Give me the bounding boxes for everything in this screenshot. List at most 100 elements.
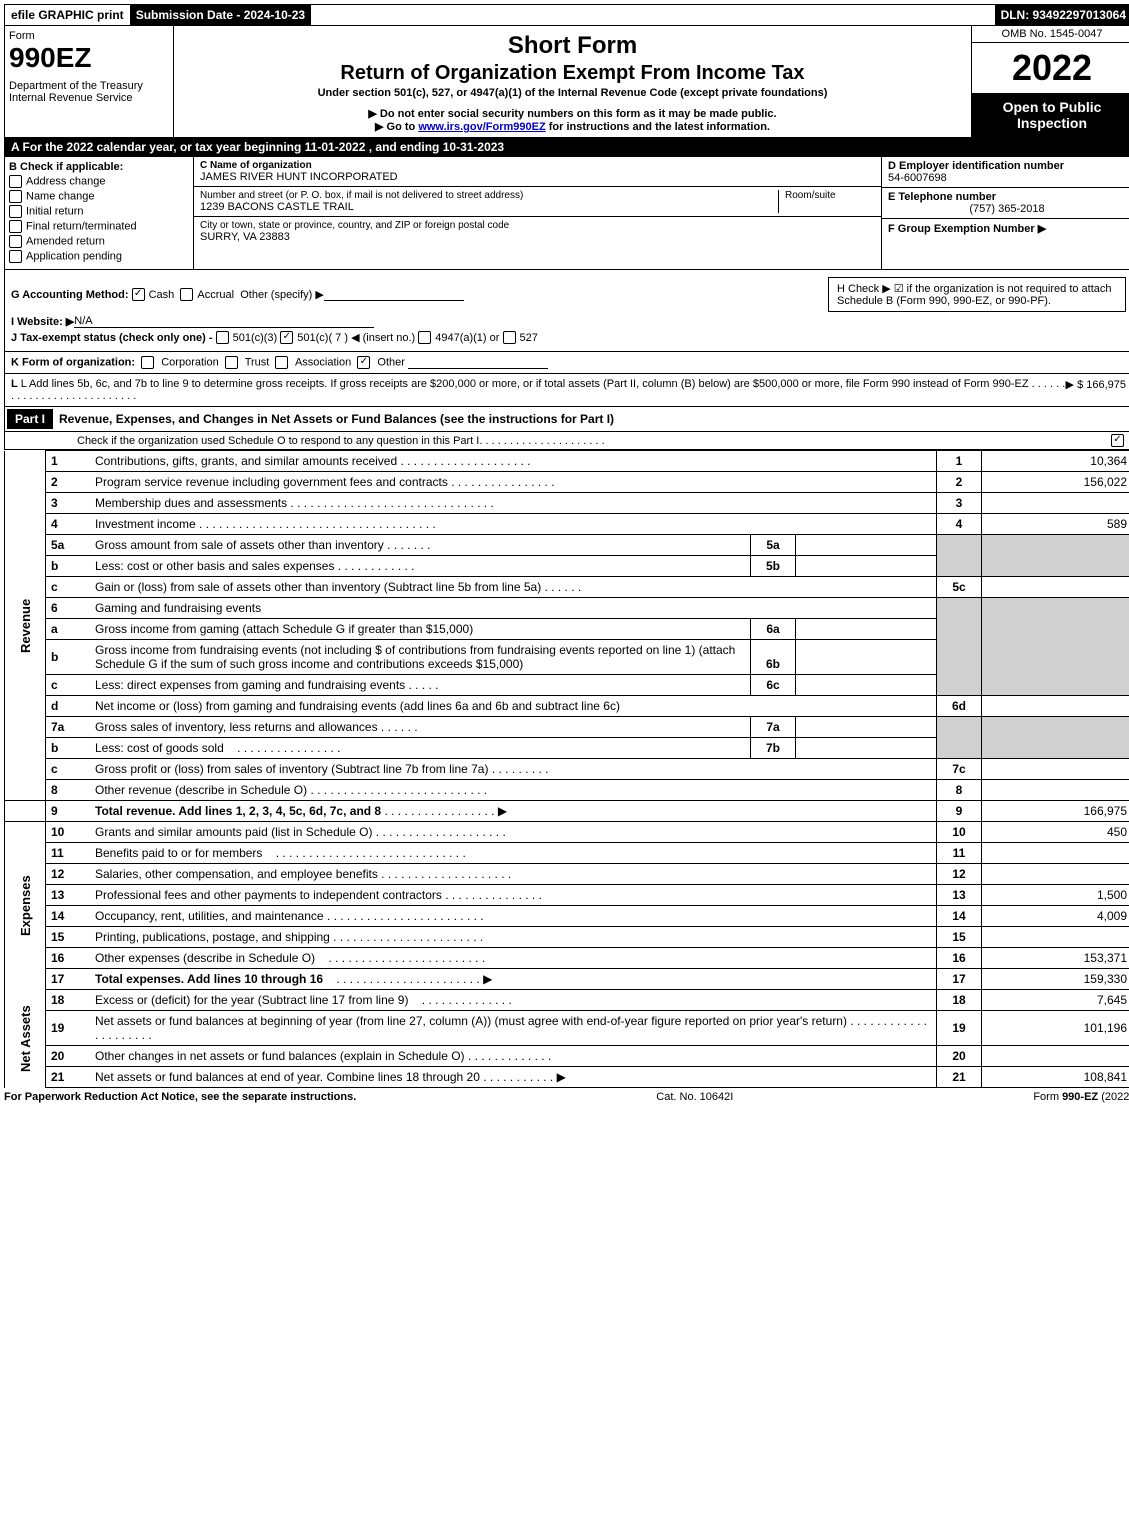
row-k: K Form of organization: Corporation Trus…: [4, 352, 1129, 374]
header-right: OMB No. 1545-0047 2022 Open to Public In…: [971, 26, 1129, 137]
phone-row: E Telephone number (757) 365-2018: [882, 188, 1129, 219]
chk-association[interactable]: [275, 356, 288, 369]
amt-2: 156,022: [982, 472, 1129, 493]
chk-4947[interactable]: [418, 331, 431, 344]
top-bar: efile GRAPHIC print Submission Date - 20…: [4, 4, 1129, 26]
group-exemption-row: F Group Exemption Number ▶: [882, 219, 1129, 269]
row-j: J Tax-exempt status (check only one) - 5…: [11, 331, 1126, 344]
amt-5c: [982, 577, 1129, 598]
org-name: JAMES RIVER HUNT INCORPORATED: [200, 171, 875, 183]
section-a-period: A For the 2022 calendar year, or tax yea…: [4, 138, 1129, 157]
website-value: N/A: [74, 315, 374, 328]
part1-header: Part I Revenue, Expenses, and Changes in…: [4, 407, 1129, 432]
chk-501c3[interactable]: [216, 331, 229, 344]
val-6c: [796, 675, 937, 696]
ssn-note: ▶ Do not enter social security numbers o…: [178, 107, 967, 120]
row-g-h: G Accounting Method: Cash Accrual Other …: [11, 277, 1126, 312]
revenue-sidelabel: Revenue: [5, 451, 46, 801]
val-5b: [796, 556, 937, 577]
phone-value: (757) 365-2018: [888, 203, 1126, 215]
amt-21: 108,841: [982, 1067, 1129, 1088]
part1-label: Part I: [7, 409, 53, 429]
part1-checknote-row: Check if the organization used Schedule …: [4, 432, 1129, 450]
header-center: Short Form Return of Organization Exempt…: [174, 26, 971, 137]
amt-1: 10,364: [982, 451, 1129, 472]
amt-11: [982, 843, 1129, 864]
amt-17: 159,330: [982, 969, 1129, 990]
chk-name-change[interactable]: Name change: [9, 190, 189, 203]
chk-application-pending[interactable]: Application pending: [9, 250, 189, 263]
amt-19: 101,196: [982, 1011, 1129, 1046]
street-address: 1239 BACONS CASTLE TRAIL: [200, 201, 778, 213]
efile-label: efile GRAPHIC print: [5, 5, 130, 25]
page-footer: For Paperwork Reduction Act Notice, see …: [4, 1088, 1129, 1106]
amt-13: 1,500: [982, 885, 1129, 906]
form-number: 990EZ: [9, 42, 169, 74]
main-title: Return of Organization Exempt From Incom…: [178, 62, 967, 85]
cat-no: Cat. No. 10642I: [356, 1091, 1033, 1103]
ein-value: 54-6007698: [888, 172, 1126, 184]
short-form-title: Short Form: [178, 32, 967, 60]
open-to-public: Open to Public Inspection: [972, 93, 1129, 137]
val-6b: [796, 640, 937, 675]
city-row: City or town, state or province, country…: [194, 217, 881, 246]
amt-3: [982, 493, 1129, 514]
chk-accrual[interactable]: [180, 288, 193, 301]
irs-link[interactable]: www.irs.gov/Form990EZ: [418, 121, 545, 133]
chk-address-change[interactable]: Address change: [9, 175, 189, 188]
expenses-sidelabel: Expenses: [5, 822, 46, 990]
chk-trust[interactable]: [225, 356, 238, 369]
amt-7c: [982, 759, 1129, 780]
row-i: I Website: ▶ N/A: [11, 315, 1126, 328]
chk-amended-return[interactable]: Amended return: [9, 235, 189, 248]
row-l: L L Add lines 5b, 6c, and 7b to line 9 t…: [4, 374, 1129, 407]
goto-note: ▶ Go to www.irs.gov/Form990EZ for instru…: [178, 120, 967, 133]
ein-row: D Employer identification number 54-6007…: [882, 157, 1129, 188]
chk-initial-return[interactable]: Initial return: [9, 205, 189, 218]
org-name-row: C Name of organization JAMES RIVER HUNT …: [194, 157, 881, 187]
amt-15: [982, 927, 1129, 948]
amt-9: 166,975: [982, 801, 1129, 822]
box-d-e-f: D Employer identification number 54-6007…: [881, 157, 1129, 269]
chk-501c[interactable]: [280, 331, 293, 344]
omb-number: OMB No. 1545-0047: [972, 26, 1129, 43]
amt-14: 4,009: [982, 906, 1129, 927]
chk-cash[interactable]: [132, 288, 145, 301]
street-row: Number and street (or P. O. box, if mail…: [194, 187, 881, 217]
other-org-input[interactable]: [408, 356, 548, 369]
amt-10: 450: [982, 822, 1129, 843]
amt-20: [982, 1046, 1129, 1067]
chk-527[interactable]: [503, 331, 516, 344]
gross-receipts-amount: ▶ $ 166,975: [1066, 378, 1126, 402]
submission-date-button[interactable]: Submission Date - 2024-10-23: [130, 5, 311, 25]
subtitle: Under section 501(c), 527, or 4947(a)(1)…: [178, 87, 967, 99]
dln-label: DLN: 93492297013064: [995, 5, 1129, 25]
val-7a: [796, 717, 937, 738]
city-state-zip: SURRY, VA 23883: [200, 231, 875, 243]
form-ref: Form 990-EZ (2022): [1033, 1091, 1129, 1103]
chk-corporation[interactable]: [141, 356, 154, 369]
val-6a: [796, 619, 937, 640]
tax-year: 2022: [972, 43, 1129, 93]
amt-4: 589: [982, 514, 1129, 535]
chk-schedule-o[interactable]: [1111, 434, 1124, 447]
box-c: C Name of organization JAMES RIVER HUNT …: [194, 157, 881, 269]
chk-other-org[interactable]: [357, 356, 370, 369]
box-b-title: B Check if applicable:: [9, 161, 189, 173]
amt-6d: [982, 696, 1129, 717]
misc-rows: G Accounting Method: Cash Accrual Other …: [4, 270, 1129, 352]
other-specify-input[interactable]: [324, 288, 464, 301]
header-left: Form 990EZ Department of the Treasury In…: [5, 26, 174, 137]
department-label: Department of the Treasury Internal Reve…: [9, 80, 169, 104]
info-block: B Check if applicable: Address change Na…: [4, 157, 1129, 270]
form-word: Form: [9, 30, 169, 42]
amt-16: 153,371: [982, 948, 1129, 969]
box-h: H Check ▶ ☑ if the organization is not r…: [828, 277, 1126, 312]
netassets-sidelabel: Net Assets: [5, 990, 46, 1088]
part1-title: Revenue, Expenses, and Changes in Net As…: [59, 412, 614, 426]
val-7b: [796, 738, 937, 759]
part1-table: Revenue 1 Contributions, gifts, grants, …: [4, 450, 1129, 1088]
chk-final-return[interactable]: Final return/terminated: [9, 220, 189, 233]
form-header: Form 990EZ Department of the Treasury In…: [4, 26, 1129, 138]
paperwork-notice: For Paperwork Reduction Act Notice, see …: [4, 1091, 356, 1103]
